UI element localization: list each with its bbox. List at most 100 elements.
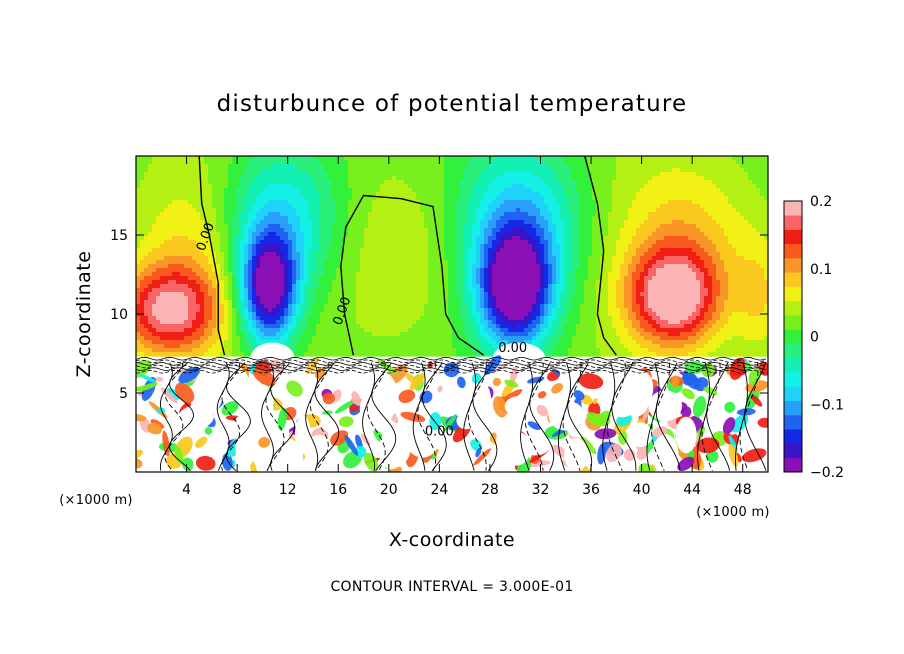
field-cell [428,192,433,197]
field-cell [412,232,417,237]
field-cell [728,272,733,277]
field-cell [356,200,361,205]
field-cell [636,268,641,273]
field-cell [304,224,309,229]
field-cell [620,220,625,225]
field-cell [744,236,749,241]
field-cell [352,200,357,205]
field-cell [748,172,753,177]
field-cell [532,256,537,261]
field-cell [732,160,737,165]
field-cell [700,216,705,221]
field-cell [448,180,453,185]
field-cell [444,208,449,213]
field-cell [724,244,729,249]
field-cell [260,188,265,193]
field-cell [244,160,249,165]
field-cell [472,164,477,169]
field-cell [424,228,429,233]
field-cell [152,232,157,237]
field-cell [284,236,289,241]
field-cell [296,184,301,189]
field-cell [272,172,277,177]
field-cell [348,176,353,181]
field-cell [628,180,633,185]
field-cell [228,256,233,261]
field-cell [528,276,533,281]
field-cell [680,160,685,165]
field-cell [468,180,473,185]
field-cell [524,204,529,209]
field-cell [276,184,281,189]
field-cell [364,164,369,169]
field-cell [532,204,537,209]
field-cell [744,196,749,201]
field-cell [536,160,541,165]
field-cell [612,188,617,193]
field-cell [700,252,705,257]
field-cell [416,184,421,189]
field-cell [404,248,409,253]
field-cell [148,240,153,245]
field-cell [292,240,297,245]
field-cell [588,204,593,209]
field-cell [380,220,385,225]
field-cell [188,232,193,237]
field-cell [416,216,421,221]
field-cell [580,176,585,181]
field-cell [664,252,669,257]
field-cell [372,212,377,217]
field-cell [336,224,341,229]
field-cell [396,168,401,173]
field-cell [620,216,625,221]
field-cell [148,276,153,281]
field-cell [176,264,181,269]
field-cell [520,156,525,161]
field-cell [524,268,529,273]
field-cell [400,260,405,265]
field-cell [612,164,617,169]
field-cell [340,204,345,209]
field-cell [148,248,153,253]
field-cell [680,272,685,277]
field-cell [592,240,597,245]
field-cell [656,264,661,269]
field-cell [400,252,405,257]
field-cell [200,176,205,181]
field-cell [344,272,349,277]
field-cell [688,208,693,213]
field-cell [736,260,741,265]
field-cell [564,156,569,161]
field-cell [668,196,673,201]
field-cell [412,184,417,189]
field-cell [580,204,585,209]
field-cell [520,260,525,265]
field-cell [556,216,561,221]
field-cell [444,224,449,229]
field-cell [380,256,385,261]
field-cell [684,268,689,273]
field-cell [140,180,145,185]
field-cell [252,268,257,273]
field-cell [156,216,161,221]
field-cell [264,256,269,261]
field-cell [192,196,197,201]
field-cell [688,200,693,205]
field-cell [396,164,401,169]
field-cell [288,156,293,161]
field-cell [508,224,513,229]
field-cell [716,264,721,269]
field-cell [748,200,753,205]
field-cell [732,252,737,257]
field-cell [400,176,405,181]
field-cell [500,204,505,209]
field-cell [268,248,273,253]
field-cell [740,228,745,233]
field-cell [500,176,505,181]
field-cell [504,240,509,245]
field-cell [252,216,257,221]
field-cell [760,272,765,277]
field-cell [280,256,285,261]
field-cell [452,212,457,217]
field-cell [372,160,377,165]
